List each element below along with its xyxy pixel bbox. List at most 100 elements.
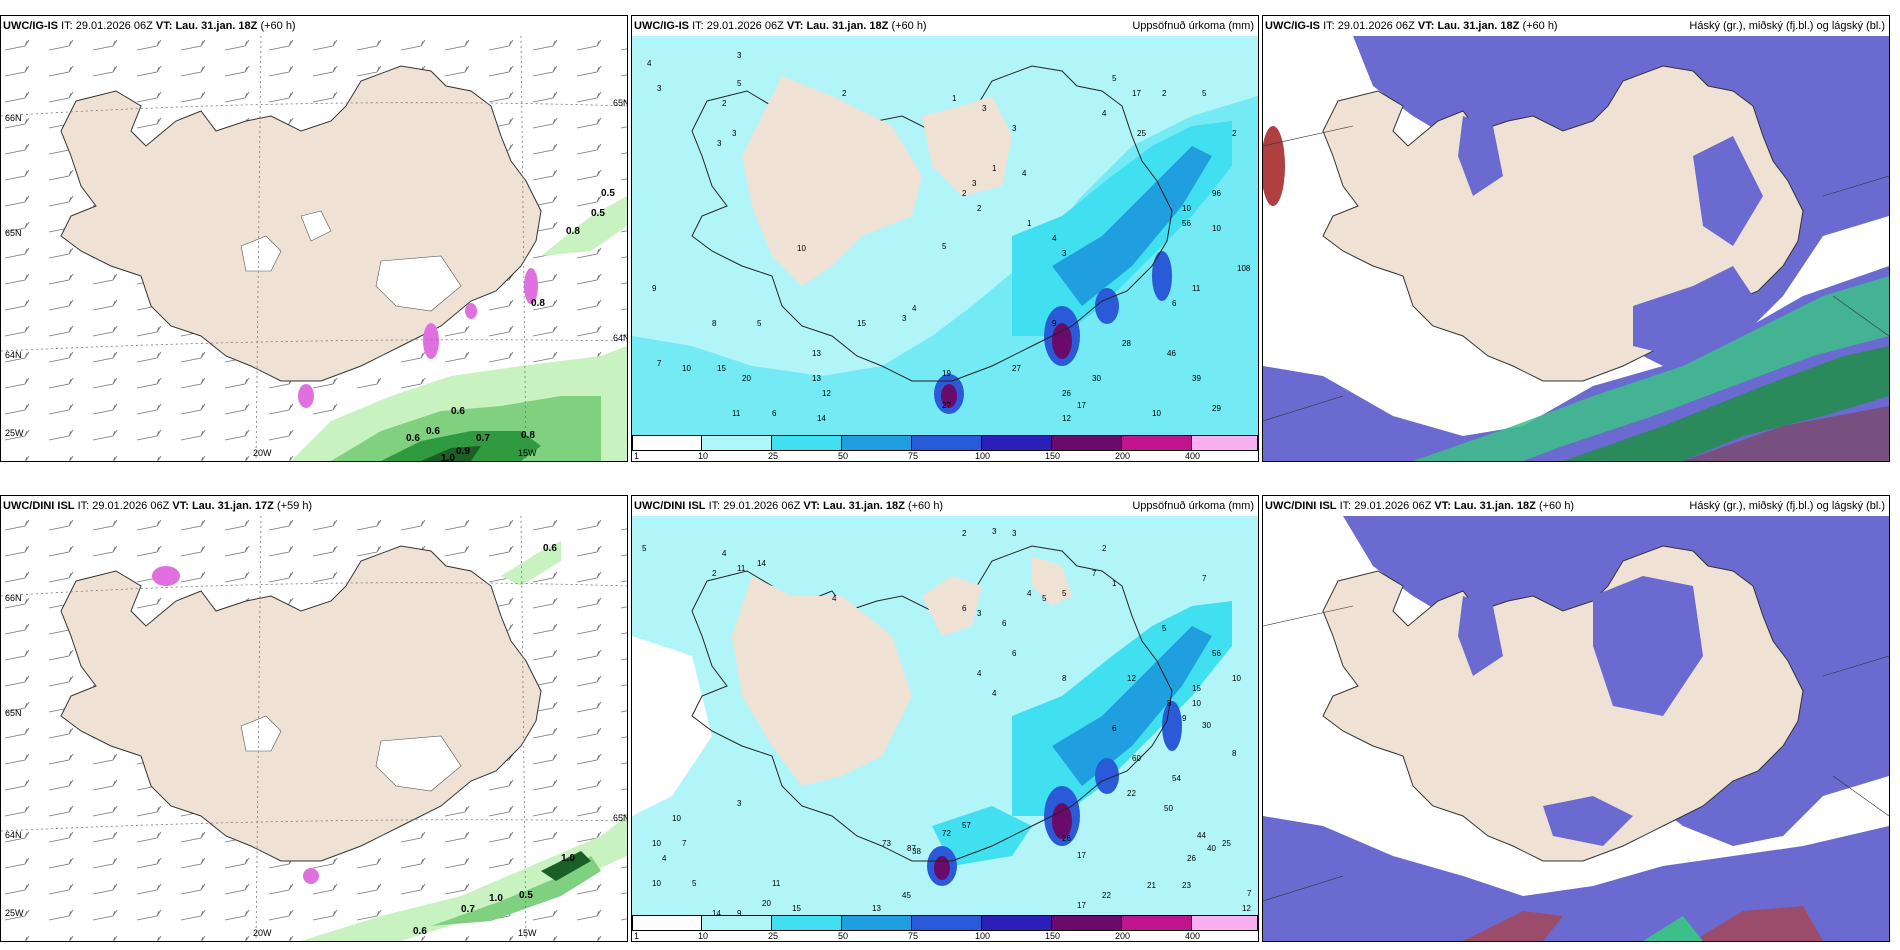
precip-value: 12 [1127,674,1136,683]
precip-value: 9 [737,909,742,916]
colorbar-swatch [772,435,842,451]
precip-value: 15 [717,364,726,373]
precip-value: 6 [772,409,777,418]
colorbar-label: 25 [768,451,779,461]
precip-value: 39 [1192,374,1201,383]
precip-colorbar: 1 10 25 50 75 100 150 200 400 [632,433,1258,461]
panel-subtitle: Háský (gr.), miðský (fj.bl.) og lágský (… [1689,500,1885,512]
precip-value: 3 [737,799,742,808]
precip-value: 14 [757,559,766,568]
precip-value: 2 [712,569,717,578]
precip-value: 22 [1102,891,1111,900]
grid-label: 65N [613,813,627,823]
grid-label: 64N [5,350,22,360]
colorbar-swatch [632,915,702,931]
precip-value: 1 [992,164,997,173]
panel-top-left: UWC/IG-IS IT: 29.01.2026 06Z VT: Lau. 31… [0,15,628,462]
precip-value: 17 [1077,851,1086,860]
colorbar-swatch [632,435,702,451]
colorbar-swatch [1122,915,1192,931]
grid-label: 15W [518,448,537,458]
precip-value: 17 [1132,89,1141,98]
wind-value: 0.7 [476,433,490,444]
wind-value: 0.9 [456,446,470,457]
precip-value: 3 [1062,249,1067,258]
colorbar-label: 10 [698,931,709,941]
precip-value: 10 [1182,204,1191,213]
wind-value: 0.5 [591,208,605,219]
precip-value: 9 [1052,319,1057,328]
precip-value: 5 [1042,594,1047,603]
precip-value: 4 [1027,589,1032,598]
precip-value: 3 [982,104,987,113]
precip-value: 5 [1112,74,1117,83]
wind-value: 1.0 [489,893,503,904]
precip-value: 15 [857,319,866,328]
colorbar-label: 400 [1185,931,1201,941]
colorbar-swatch [702,435,772,451]
colorbar-label: 100 [975,451,991,461]
precip-value: 4 [662,854,667,863]
precip-value: 2 [842,89,847,98]
precip-value: 2 [962,189,967,198]
precip-value: 9 [652,284,657,293]
panel-subtitle: Uppsöfnuð úrkoma (mm) [1132,20,1254,32]
panel-subtitle: Uppsöfnuð úrkoma (mm) [1132,500,1254,512]
grid-label: 65N [5,228,22,238]
precip-value: 87 [907,844,916,853]
grid-label: 25W [5,428,24,438]
precip-value: 8 [712,319,717,328]
panel-subtitle: Háský (gr.), miðský (fj.bl.) og lágský (… [1689,20,1885,32]
precip-value: 26 [1187,854,1196,863]
wind-value: 0.8 [521,430,535,441]
panel-header: UWC/IG-IS IT: 29.01.2026 06Z VT: Lau. 31… [632,16,1258,36]
grid-label: 66N [5,593,22,603]
precip-value: 60 [1132,754,1141,763]
precip-value: 28 [1122,339,1131,348]
precip-value: 2 [962,529,967,538]
precip-value: 4 [912,304,917,313]
colorbar-swatch [1122,435,1192,451]
precip-value: 13 [872,904,881,913]
panel-bottom-left: UWC/DINI ISL IT: 29.01.2026 06Z VT: Lau.… [0,495,628,942]
precip-value: 40 [1207,844,1216,853]
precip-value: 30 [1202,721,1211,730]
precip-value: 2 [722,99,727,108]
precip-value: 27 [1012,364,1021,373]
precip-value: 30 [1092,374,1101,383]
precip-value: 54 [1172,774,1181,783]
grid-label: 65N [613,98,627,108]
precip-value: 14 [817,414,826,423]
panel-header: UWC/DINI ISL IT: 29.01.2026 06Z VT: Lau.… [1263,496,1889,516]
precip-value: 38 [912,847,921,856]
precip-value: 3 [992,527,997,536]
precip-value: 4 [1052,234,1057,243]
grid-label: 20W [253,928,272,938]
colorbar-label: 400 [1185,451,1201,461]
colorbar-swatch [1052,915,1122,931]
iceland-outline [691,545,1173,862]
precip-value: 1 [1112,579,1117,588]
panel-top-right: UWC/IG-IS IT: 29.01.2026 06Z VT: Lau. 31… [1262,15,1890,462]
precip-value: 6 [962,604,967,613]
wind-value: 0.8 [531,298,545,309]
precip-value: 2 [1162,89,1167,98]
precip-value: 4 [1022,169,1027,178]
precip-value: 2 [1102,544,1107,553]
precip-value: 11 [737,564,746,573]
precip-value: 11 [1192,284,1201,293]
colorbar-swatch [842,435,912,451]
precip-value: 8 [1232,749,1237,758]
precip-value: 14 [712,909,721,916]
wind-value: 0.6 [543,543,557,554]
precip-value: 56 [1182,219,1191,228]
precip-value: 4 [992,689,997,698]
precip-value: 4 [647,59,652,68]
precip-value: 7 [1092,569,1097,578]
panel-header: UWC/IG-IS IT: 29.01.2026 06Z VT: Lau. 31… [3,20,296,32]
precip-value: 10 [1152,409,1161,418]
precip-value: 10 [682,364,691,373]
precip-value: 57 [962,821,971,830]
colorbar-label: 1 [634,451,640,461]
colorbar-label: 100 [975,931,991,941]
